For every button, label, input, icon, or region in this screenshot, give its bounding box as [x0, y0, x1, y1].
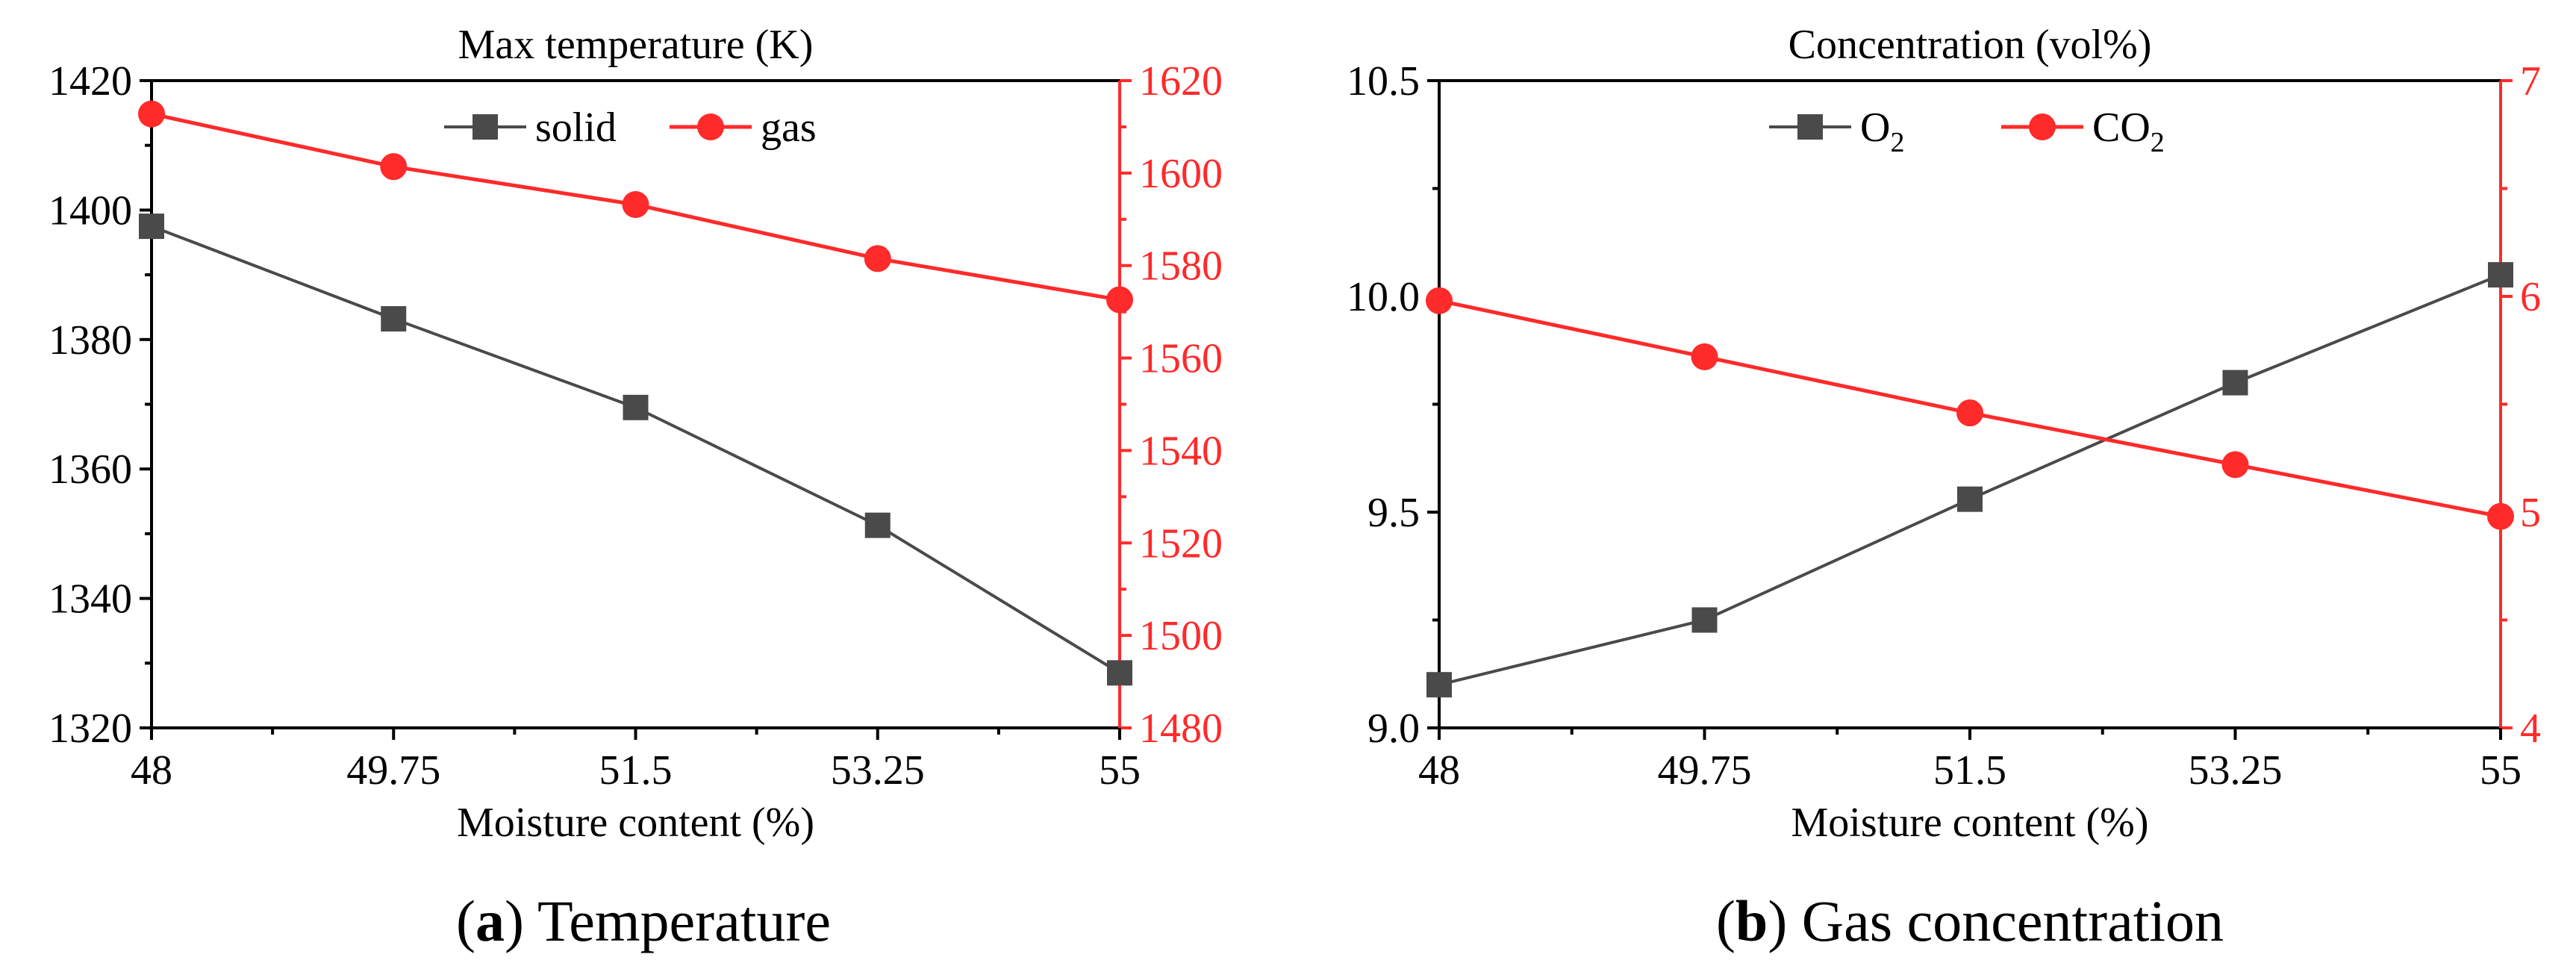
left-y-tick-label: 9.0 — [1367, 705, 1420, 752]
legend-label-main: solid — [535, 105, 617, 151]
legend-marker-circle — [2029, 113, 2056, 140]
data-point-O2 — [1426, 672, 1452, 698]
data-point-CO2 — [1956, 399, 1983, 427]
data-point-solid — [623, 394, 649, 420]
data-point-O2 — [2222, 370, 2248, 396]
right-y-tick-label: 1520 — [1139, 520, 1223, 567]
chart-title: Concentration (vol%) — [1788, 22, 2152, 68]
legend-item-CO2: CO2 — [2001, 105, 2165, 158]
legend-label: solid — [535, 105, 617, 151]
data-point-gas — [380, 153, 408, 181]
x-tick-label: 51.5 — [1933, 747, 2006, 794]
right-y-tick-label: 1600 — [1139, 151, 1223, 197]
legend-label: O2 — [1860, 105, 1904, 158]
data-point-solid — [864, 512, 891, 538]
right-y-tick-label: 6 — [2520, 274, 2541, 320]
x-axis-label: Moisture content (%) — [457, 800, 814, 846]
data-point-O2 — [1691, 607, 1718, 633]
legend-label-subscript: 2 — [1890, 127, 1904, 158]
legend-marker-square — [1797, 114, 1823, 140]
data-point-O2 — [2488, 262, 2513, 288]
data-point-gas — [138, 100, 165, 128]
series-line-solid — [151, 225, 1121, 675]
legend-item-O2: O2 — [1769, 105, 1904, 158]
x-tick-label: 48 — [1418, 747, 1460, 794]
data-point-CO2 — [1426, 287, 1453, 314]
right-y-tick-label: 7 — [2520, 58, 2541, 105]
caption-text: ) Temperature — [505, 888, 831, 953]
legend-label-main: gas — [761, 105, 817, 151]
right-y-tick-label: 4 — [2520, 705, 2541, 752]
data-point-gas — [864, 245, 891, 272]
right-y-tick-label: 1560 — [1139, 336, 1223, 382]
data-point-CO2 — [1691, 343, 1718, 370]
legend-label: CO2 — [2092, 105, 2165, 158]
data-point-gas — [622, 190, 649, 218]
data-point-gas — [1106, 286, 1133, 314]
data-point-solid — [1107, 660, 1132, 686]
data-point-solid — [139, 214, 164, 240]
left-y-tick-label: 1320 — [49, 705, 132, 752]
x-axis-label: Moisture content (%) — [1791, 800, 2149, 846]
chart-title: Max temperature (K) — [458, 22, 814, 68]
right-y-tick-label: 5 — [2520, 490, 2541, 536]
left-y-tick-label: 1360 — [49, 446, 132, 493]
x-tick-label: 49.75 — [346, 747, 440, 794]
legend-item-gas: gas — [670, 105, 817, 151]
data-point-O2 — [1957, 486, 1983, 512]
x-tick-label: 51.5 — [599, 747, 673, 794]
legend-item-solid: solid — [444, 105, 617, 151]
legend-label-subscript: 2 — [2151, 127, 2165, 158]
series-line-O2 — [1438, 273, 2501, 687]
caption-text: ) Gas concentration — [1768, 888, 2224, 953]
right-y-tick-label: 1540 — [1139, 428, 1223, 474]
legend-marker-circle — [697, 113, 724, 140]
legend-label-main: O — [1860, 105, 1890, 151]
x-tick-label: 49.75 — [1658, 747, 1752, 794]
right-y-tick-label: 1480 — [1139, 705, 1223, 752]
x-tick-label: 53.25 — [2189, 747, 2283, 794]
right-y-tick-label: 1620 — [1139, 58, 1223, 105]
chart-a: 1320 1340 1360 1380 1400 1420 1480 1500 1520 1540… — [49, 22, 1223, 953]
chart-b: 9.0 9.5 10.0 10.5 4 5 6 7 48 49.75 51.5 53.25 55 Conc… — [1347, 22, 2541, 953]
x-tick-label: 53.25 — [831, 747, 925, 794]
panel-caption: (b) Gas concentration — [1716, 888, 2224, 953]
data-point-solid — [381, 306, 407, 332]
legend-marker-square — [473, 114, 498, 140]
x-tick-label: 55 — [1099, 747, 1141, 794]
left-y-tick-label: 10.5 — [1347, 58, 1420, 105]
data-point-CO2 — [2221, 451, 2249, 479]
x-tick-label: 48 — [131, 747, 172, 794]
left-y-tick-label: 1420 — [49, 58, 132, 105]
left-y-tick-label: 1400 — [49, 187, 132, 234]
data-point-CO2 — [2487, 502, 2514, 530]
caption-open-paren: ( — [456, 888, 475, 953]
right-y-tick-label: 1580 — [1139, 243, 1223, 290]
panel-caption: (a) Temperature — [456, 888, 831, 953]
left-y-tick-label: 1380 — [49, 317, 132, 364]
right-y-tick-label: 1500 — [1139, 613, 1223, 659]
left-y-tick-label: 9.5 — [1367, 490, 1420, 536]
caption-open-paren: ( — [1716, 888, 1735, 953]
caption-letter: a — [475, 888, 505, 953]
legend-label: gas — [761, 105, 817, 151]
x-tick-label: 55 — [2480, 747, 2522, 794]
left-y-tick-label: 10.0 — [1347, 274, 1420, 320]
left-y-tick-label: 1340 — [49, 576, 132, 623]
caption-letter: b — [1735, 888, 1768, 953]
legend-label-main: CO — [2092, 105, 2151, 151]
